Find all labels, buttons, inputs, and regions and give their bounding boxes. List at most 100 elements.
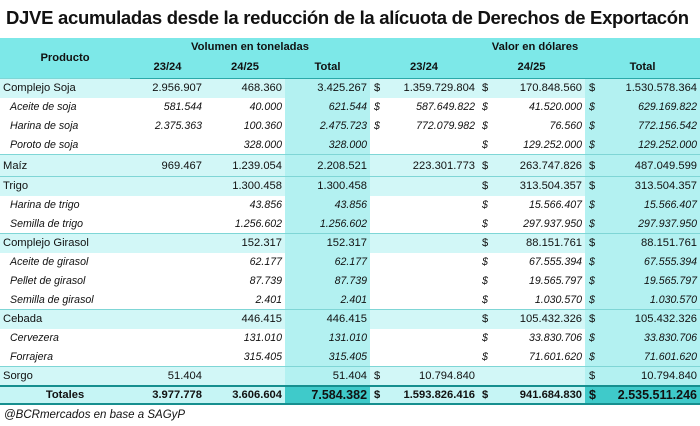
value-cell: 1.359.729.804 [385, 78, 479, 98]
table-row: Aceite de soja 581.544 40.000 621.544 $587.6… [0, 97, 700, 117]
header-cell: Producto [0, 38, 130, 79]
value-cell [385, 309, 479, 329]
volume-cell: 1.256.602 [285, 214, 371, 234]
value-cell [385, 271, 479, 291]
volume-cell [130, 271, 205, 291]
currency-cell: $ [585, 309, 601, 329]
table-row: Harina de soja 2.375.363 100.360 2.475.723 $… [0, 116, 700, 136]
source-note: @BCRmercados en base a SAGyP [4, 408, 186, 421]
volume-cell [130, 328, 205, 348]
currency-cell: $ [478, 271, 493, 291]
value-cell: 170.848.560 [492, 78, 586, 98]
value-cell: 941.684.830 [492, 384, 586, 405]
currency-cell: $ [585, 328, 601, 348]
product-cell: Harina de trigo [0, 195, 130, 215]
currency-cell [370, 271, 386, 291]
value-cell: 67.555.394 [600, 252, 700, 272]
volume-cell: 51.404 [285, 366, 371, 386]
volume-cell [130, 252, 205, 272]
currency-cell: $ [585, 290, 601, 310]
table-row: Semilla de girasol 2.401 2.401 $1.030.570 $1… [0, 290, 700, 310]
product-cell: Forrajera [0, 347, 130, 367]
currency-cell: $ [478, 214, 493, 234]
volume-cell: 1.239.054 [205, 154, 285, 177]
volume-cell: 328.000 [205, 135, 285, 155]
volume-cell: 40.000 [205, 97, 285, 117]
value-cell [385, 290, 479, 310]
currency-cell: $ [478, 116, 493, 136]
currency-cell: $ [478, 78, 493, 98]
table-row: Pellet de girasol 87.739 87.739 $19.565.797… [0, 271, 700, 291]
table-row: Semilla de trigo 1.256.602 1.256.602 $297.9… [0, 214, 700, 234]
currency-cell: $ [370, 116, 386, 136]
currency-cell [370, 135, 386, 155]
header-cell: Total [285, 56, 371, 79]
product-cell: Pellet de girasol [0, 271, 130, 291]
currency-cell: $ [585, 271, 601, 291]
currency-cell: $ [370, 97, 386, 117]
currency-cell [370, 290, 386, 310]
table-row: Sorgo 51.404 51.404 $10.794.840 $10.794.840 [0, 366, 700, 386]
currency-cell: $ [478, 195, 493, 215]
value-cell: 105.432.326 [600, 309, 700, 329]
currency-cell: $ [585, 233, 601, 253]
volume-cell: 87.739 [285, 271, 371, 291]
product-cell: Totales [0, 384, 130, 405]
volume-cell: 2.475.723 [285, 116, 371, 136]
volume-cell: 152.317 [205, 233, 285, 253]
currency-cell [370, 154, 386, 177]
value-cell [385, 176, 479, 196]
volume-cell [130, 135, 205, 155]
product-cell: Maíz [0, 154, 130, 177]
currency-cell [478, 366, 493, 386]
header-cell: Volumen en toneladas [130, 38, 371, 56]
product-cell: Aceite de soja [0, 97, 130, 117]
currency-cell: $ [585, 135, 601, 155]
table-row: Harina de trigo 43.856 43.856 $15.566.407 $1… [0, 195, 700, 215]
value-cell: 587.649.822 [385, 97, 479, 117]
value-cell: 129.252.000 [600, 135, 700, 155]
volume-cell [130, 347, 205, 367]
table-row: Poroto de soja 328.000 328.000 $129.252.000… [0, 135, 700, 155]
currency-cell: $ [370, 78, 386, 98]
currency-cell: $ [370, 366, 386, 386]
product-cell: Semilla de girasol [0, 290, 130, 310]
product-cell: Cervezera [0, 328, 130, 348]
table-row: Cervezera 131.010 131.010 $33.830.706 $33.83… [0, 328, 700, 348]
value-cell [385, 233, 479, 253]
value-cell: 487.049.599 [600, 154, 700, 177]
value-cell: 10.794.840 [385, 366, 479, 386]
currency-cell [370, 252, 386, 272]
value-cell: 19.565.797 [600, 271, 700, 291]
table-row: Aceite de girasol 62.177 62.177 $67.555.394… [0, 252, 700, 272]
volume-cell: 131.010 [205, 328, 285, 348]
value-cell: 10.794.840 [600, 366, 700, 386]
currency-cell: $ [585, 176, 601, 196]
value-cell [385, 135, 479, 155]
currency-cell: $ [478, 252, 493, 272]
volume-cell: 969.467 [130, 154, 205, 177]
currency-cell: $ [585, 252, 601, 272]
currency-cell: $ [478, 176, 493, 196]
data-table: Producto Volumen en toneladas Valor en d… [0, 38, 700, 405]
volume-cell: 1.300.458 [285, 176, 371, 196]
volume-cell: 43.856 [285, 195, 371, 215]
product-cell: Complejo Girasol [0, 233, 130, 253]
value-cell: 71.601.620 [600, 347, 700, 367]
value-cell [492, 366, 586, 386]
table-row: Cebada 446.415 446.415 $105.432.326 $105.432… [0, 309, 700, 329]
volume-cell: 87.739 [205, 271, 285, 291]
volume-cell: 43.856 [205, 195, 285, 215]
currency-cell: $ [585, 214, 601, 234]
currency-cell [370, 176, 386, 196]
title: DJVE acumuladas desde la reducción de la… [6, 7, 689, 28]
currency-cell: $ [478, 384, 493, 405]
table-row: Complejo Soja 2.956.907 468.360 3.425.267 $1… [0, 78, 700, 98]
product-cell: Complejo Soja [0, 78, 130, 98]
volume-cell [130, 195, 205, 215]
product-cell: Harina de soja [0, 116, 130, 136]
volume-cell: 2.208.521 [285, 154, 371, 177]
value-cell: 772.079.982 [385, 116, 479, 136]
value-cell: 1.530.578.364 [600, 78, 700, 98]
